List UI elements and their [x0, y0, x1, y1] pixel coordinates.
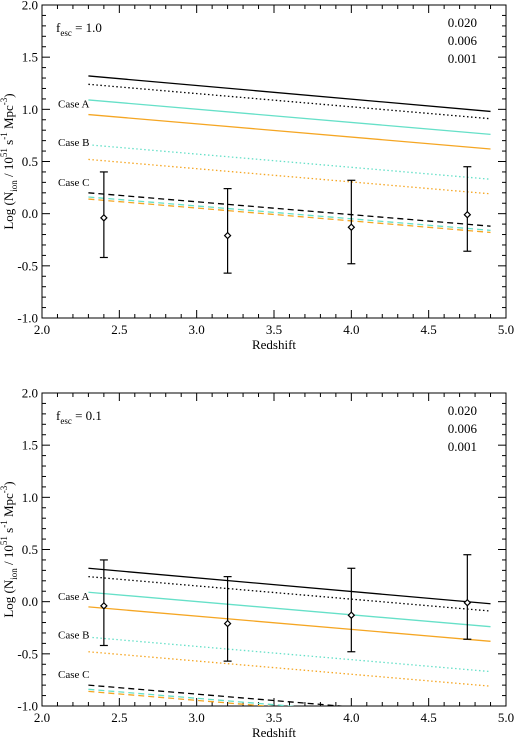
case-label: Case C: [58, 177, 89, 189]
y-tick-label: 2.0: [22, 386, 38, 401]
x-tick-label: 5.0: [498, 710, 514, 725]
series-case-b-z0.020: [88, 158, 491, 195]
legend-entry-0.006: 0.006: [448, 33, 478, 48]
case-label: Case B: [58, 629, 89, 641]
x-axis-label: Redshift: [252, 725, 296, 740]
x-tick-label: 3.0: [189, 322, 205, 337]
x-tick-label: 2.0: [34, 710, 50, 725]
data-point: [463, 598, 472, 607]
data-point: [223, 231, 232, 240]
series-case-a-z0.001: [88, 567, 491, 605]
case-label: Case A: [58, 99, 90, 111]
series-case-b-z0.001: [88, 83, 491, 120]
series-case-b-z0.006: [88, 144, 491, 180]
y-tick-label: 1.5: [22, 50, 38, 65]
legend-entry-0.001: 0.001: [448, 439, 477, 454]
case-label: Case A: [58, 591, 90, 603]
x-tick-label: 3.5: [266, 322, 282, 337]
data-point: [100, 601, 108, 610]
y-tick-label: 0.0: [22, 594, 38, 609]
y-tick-label: 2.0: [22, 0, 38, 13]
top-panel: 2.0 2.5 3.0 3.5 4.0 4.5 5.0 -1.0 -0.5 0.0 0.5 1.0 1.…: [0, 0, 514, 352]
plot-frame: [41, 4, 507, 319]
legend-entry-0.020: 0.020: [448, 403, 477, 418]
y-tick-label: -1.0: [17, 699, 38, 714]
x-axis-label: Redshift: [252, 337, 296, 352]
series-case-b-z0.006: [88, 636, 491, 673]
y-tick-label: -0.5: [17, 646, 38, 661]
y-axis-label: Log (Nion / 1051 s-1 Mpc-3): [0, 481, 19, 617]
series-case-a-z0.006: [88, 591, 491, 628]
data-point: [223, 619, 232, 628]
series-case-b-z0.001: [88, 575, 491, 612]
series-case-c-z0.006: [88, 196, 491, 232]
data-point: [347, 223, 356, 232]
y-tick-label: 1.0: [22, 102, 38, 117]
series-lines: [88, 567, 491, 706]
data-point: [463, 210, 472, 219]
y-tick-label: -0.5: [17, 258, 38, 273]
y-tick-label: 0.5: [22, 154, 38, 169]
bottom-panel: 2.0 2.5 3.0 3.5 4.0 4.5 5.0 -1.0 -0.5 0.0 0.5 1.0 1.…: [0, 386, 514, 740]
x-tick-label: 3.5: [266, 710, 282, 725]
x-tick-label: 5.0: [498, 322, 514, 337]
fesc-label: fesc = 0.1: [56, 408, 102, 426]
series-case-c-z0.001: [88, 192, 491, 227]
data-point: [100, 213, 108, 222]
legend-entry-0.006: 0.006: [448, 421, 478, 436]
case-label: Case C: [58, 669, 89, 681]
x-tick-label: 2.5: [111, 322, 127, 337]
series-case-c-z0.020: [88, 198, 491, 234]
series-case-b-z0.020: [88, 651, 491, 687]
y-tick-label: 1.0: [22, 490, 38, 505]
y-axis-label: Log (Nion / 1051 s-1 Mpc-3): [0, 93, 19, 229]
series-case-a-z0.020: [88, 113, 491, 150]
plot-frame: [41, 392, 507, 707]
x-tick-label: 4.0: [343, 710, 359, 725]
case-label: Case B: [58, 137, 89, 149]
x-tick-label: 4.5: [421, 322, 437, 337]
fesc-label: fesc = 1.0: [56, 20, 102, 38]
x-tick-label: 2.5: [111, 710, 127, 725]
series-case-a-z0.020: [88, 606, 491, 642]
x-tick-label: 2.0: [34, 322, 50, 337]
x-tick-label: 4.5: [421, 710, 437, 725]
y-tick-label: 0.5: [22, 542, 38, 557]
legend-entry-0.020: 0.020: [448, 15, 477, 30]
series-lines: [88, 75, 491, 234]
series-case-a-z0.001: [88, 75, 491, 113]
data-point: [347, 611, 356, 620]
x-tick-label: 3.0: [189, 710, 205, 725]
series-case-c-z0.001: [88, 684, 348, 706]
x-tick-label: 4.0: [343, 322, 359, 337]
y-tick-label: -1.0: [17, 311, 38, 326]
series-case-a-z0.006: [88, 99, 491, 136]
y-tick-label: 0.0: [22, 206, 38, 221]
legend-entry-0.001: 0.001: [448, 51, 477, 66]
y-tick-label: 1.5: [22, 438, 38, 453]
